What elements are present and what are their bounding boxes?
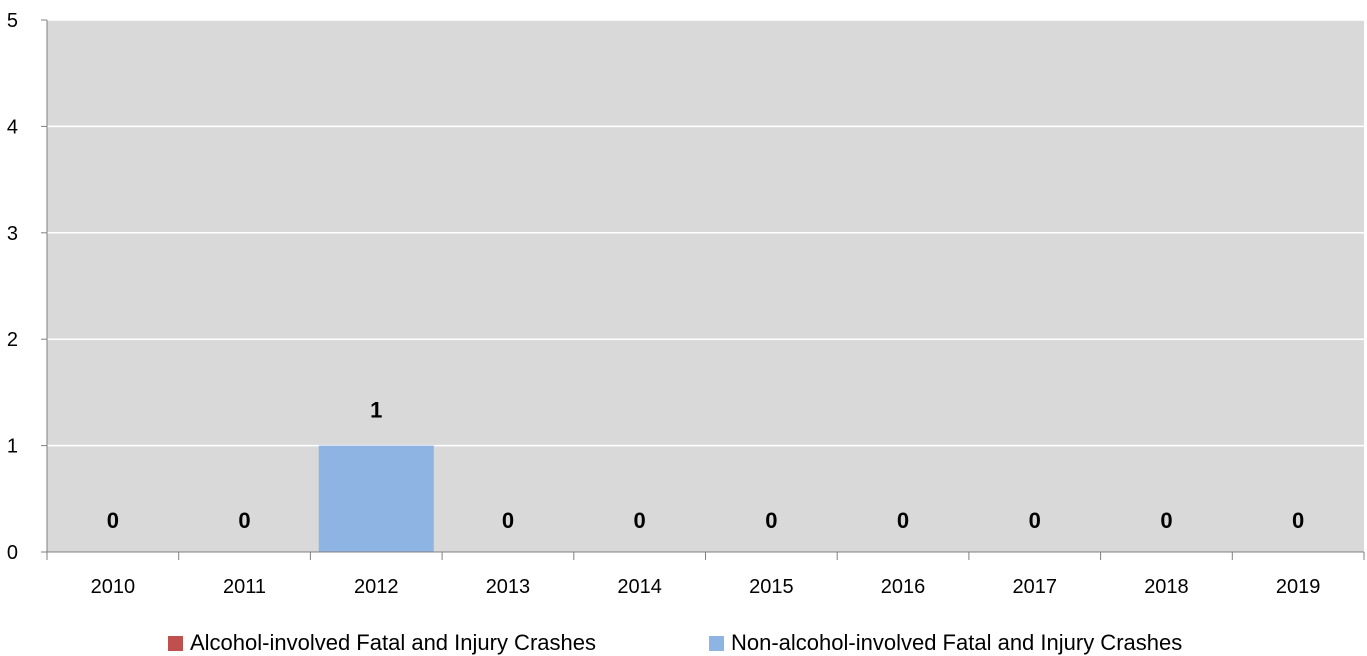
y-tick-label: 2 [7,329,18,351]
legend-swatch-non-alcohol [709,636,724,651]
x-tick-label: 2011 [223,576,266,598]
x-tick-label: 2016 [881,576,926,598]
bar-2012-series-1 [318,445,434,552]
data-label-2016: 0 [897,508,909,533]
y-tick-label: 4 [7,116,18,138]
legend: Alcohol-involved Fatal and Injury Crashe… [168,630,1182,655]
data-label-2010: 0 [107,508,119,533]
data-label-2017: 0 [1029,508,1041,533]
data-label-2013: 0 [502,508,514,533]
y-tick-label: 5 [7,10,18,32]
y-tick-label: 3 [7,223,18,245]
gridlines [47,19,1364,447]
data-label-2019: 0 [1292,508,1304,533]
data-label-2015: 0 [765,508,777,533]
x-tick-label: 2019 [1276,576,1321,598]
x-tick-label: 2017 [1013,576,1058,598]
legend-label-alcohol: Alcohol-involved Fatal and Injury Crashe… [190,630,596,655]
data-label-2011: 0 [238,508,250,533]
y-tick-label: 1 [7,436,18,458]
y-tick-label: 0 [7,542,18,564]
data-label-2014: 0 [634,508,646,533]
bars [318,445,434,552]
plot-area [47,20,1364,552]
x-axis-ticks: 2010 2011 2012 2013 2014 2015 2016 2017 2018 2019 [46,552,1365,598]
x-tick-label: 2010 [91,576,136,598]
data-label-2018: 0 [1160,508,1172,533]
y-axis-ticks: 0 1 2 3 4 5 [7,10,47,564]
legend-swatch-alcohol [168,636,183,651]
data-label-2012: 1 [370,398,382,423]
legend-label-non-alcohol: Non-alcohol-involved Fatal and Injury Cr… [731,630,1182,655]
x-tick-label: 2015 [749,576,794,598]
data-labels: 0 0 1 0 0 0 0 0 0 0 [107,398,1305,533]
x-tick-label: 2014 [617,576,662,598]
x-tick-label: 2018 [1144,576,1189,598]
x-tick-label: 2013 [486,576,531,598]
x-tick-label: 2012 [354,576,399,598]
